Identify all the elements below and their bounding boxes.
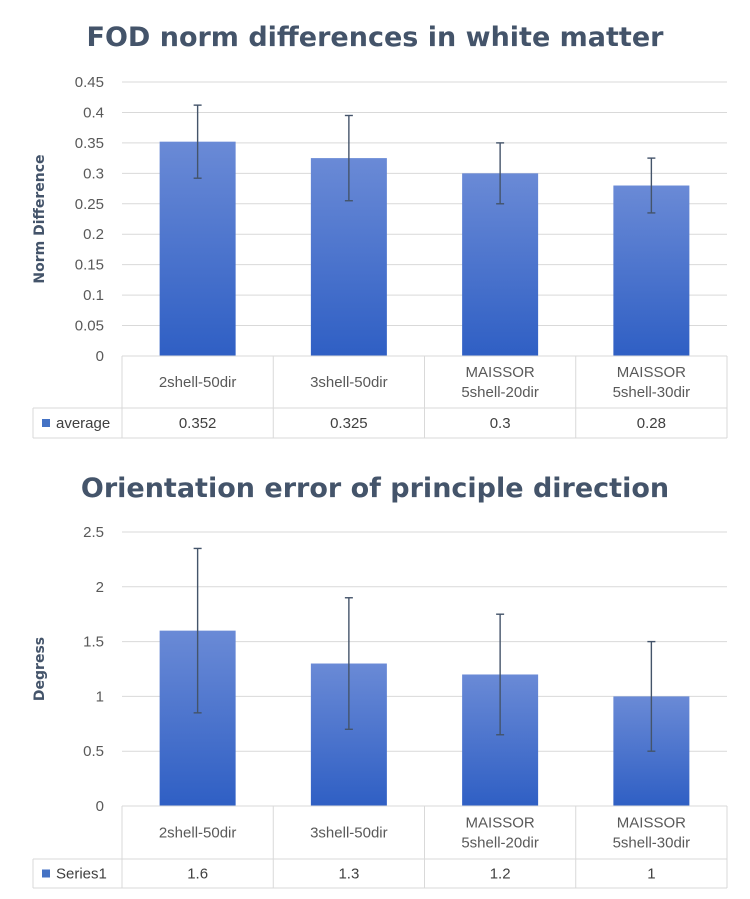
- y-tick-label: 2.5: [83, 524, 104, 541]
- legend-series-name: average: [56, 415, 110, 432]
- y-tick-label: 0.05: [75, 318, 104, 335]
- y-tick-label: 0.25: [75, 196, 104, 213]
- y-tick-label: 0.2: [83, 226, 104, 243]
- y-axis-label: Norm Difference: [32, 154, 48, 283]
- y-tick-label: 0.5: [83, 743, 104, 760]
- y-tick-label: 0.35: [75, 135, 104, 152]
- x-category-label: MAISSOR 5shell-20dir: [461, 364, 539, 401]
- data-value-label: 0.3: [490, 415, 511, 432]
- bar: [613, 185, 690, 356]
- data-value-label: 0.28: [637, 415, 666, 432]
- legend-series-name: Series1: [56, 866, 107, 883]
- chart-title: Orientation error of principle direction: [81, 473, 669, 504]
- y-tick-label: 2: [96, 579, 104, 596]
- y-tick-label: 0: [96, 798, 104, 815]
- legend-key: [42, 869, 50, 878]
- x-category-label: MAISSOR 5shell-30dir: [613, 364, 691, 401]
- y-tick-label: 0.3: [83, 165, 104, 182]
- data-value-label: 1.3: [338, 866, 359, 883]
- x-category-label: MAISSOR 5shell-20dir: [461, 815, 539, 852]
- y-tick-label: 0: [96, 348, 104, 365]
- chart-1: FOD norm differences in white matter Norm…: [32, 22, 728, 439]
- x-category-label: 3shell-50dir: [310, 825, 388, 842]
- chart-title: FOD norm differences in white matter: [87, 22, 665, 53]
- x-category-label: 2shell-50dir: [159, 374, 237, 391]
- y-tick-label: 1.5: [83, 634, 104, 651]
- y-tick-label: 0.1: [83, 287, 104, 304]
- y-tick-label: 0.45: [75, 74, 104, 91]
- y-tick-label: 1: [96, 688, 104, 705]
- data-value-label: 1: [647, 866, 655, 883]
- data-value-label: 0.352: [179, 415, 217, 432]
- data-value-label: 1.6: [187, 866, 208, 883]
- y-tick-label: 0.4: [83, 104, 104, 121]
- legend-key: [42, 419, 50, 427]
- data-value-label: 0.325: [330, 415, 368, 432]
- x-category-label: 2shell-50dir: [159, 825, 237, 842]
- x-category-label: 3shell-50dir: [310, 374, 388, 391]
- data-value-label: 1.2: [490, 866, 511, 883]
- y-tick-label: 0.15: [75, 257, 104, 274]
- y-axis-label: Degress: [32, 637, 48, 701]
- x-category-label: MAISSOR 5shell-30dir: [613, 815, 691, 852]
- chart-2: Orientation error of principle direction…: [32, 473, 728, 889]
